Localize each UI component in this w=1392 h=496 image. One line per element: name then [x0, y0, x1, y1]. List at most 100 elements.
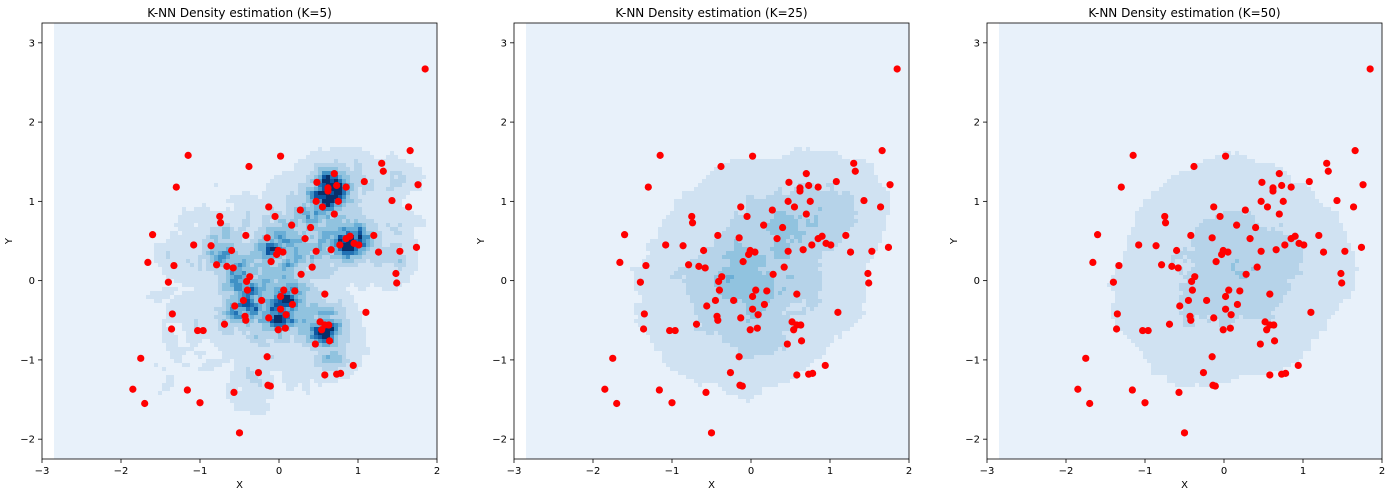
data-point	[239, 296, 248, 305]
data-point	[243, 277, 251, 286]
data-point	[1161, 212, 1169, 221]
x-tick-label: 0	[1221, 466, 1227, 477]
data-point	[1359, 181, 1367, 189]
data-point	[688, 212, 696, 221]
data-point	[717, 162, 725, 171]
data-point	[1152, 242, 1160, 250]
data-point	[307, 223, 315, 232]
data-point	[779, 223, 787, 232]
data-point	[893, 65, 901, 73]
data-point	[1161, 219, 1170, 227]
data-point	[886, 181, 894, 189]
data-point	[1221, 305, 1230, 313]
y-axis-label: Y	[949, 237, 960, 245]
data-point	[1258, 178, 1266, 186]
y-tick-label: 0	[501, 276, 507, 287]
y-tick-label: 2	[974, 118, 980, 129]
data-point	[242, 316, 250, 324]
data-point	[763, 287, 771, 295]
y-tick-label: −2	[20, 435, 35, 446]
data-point	[229, 264, 237, 272]
data-point	[242, 231, 250, 240]
data-point	[802, 170, 810, 178]
data-point	[743, 212, 751, 221]
data-point	[601, 385, 609, 393]
data-point	[194, 326, 202, 335]
data-point	[362, 308, 370, 316]
data-point	[271, 212, 279, 221]
data-point	[1257, 247, 1265, 255]
data-point	[1221, 152, 1230, 160]
data-point	[702, 388, 710, 397]
axes-frame	[41, 22, 438, 460]
data-point	[735, 234, 743, 242]
data-point	[851, 167, 859, 175]
data-point	[1319, 248, 1328, 256]
data-point	[878, 147, 886, 155]
data-point	[1180, 429, 1189, 437]
data-point	[1168, 262, 1176, 270]
data-point	[797, 321, 805, 329]
data-point	[245, 162, 253, 171]
data-point	[280, 286, 288, 294]
y-tick-label: 1	[29, 197, 35, 208]
data-point	[754, 311, 762, 319]
data-point	[793, 290, 801, 298]
data-point	[190, 241, 198, 249]
data-point	[768, 206, 776, 214]
data-point	[1341, 247, 1349, 255]
data-point	[333, 370, 341, 378]
data-point	[703, 302, 711, 310]
data-point	[834, 308, 842, 316]
x-tick-label: −2	[114, 466, 129, 477]
data-point	[333, 181, 341, 190]
data-point	[374, 248, 383, 256]
data-point	[802, 210, 810, 218]
data-point	[726, 368, 735, 377]
x-tick-label: −3	[507, 466, 522, 477]
data-point	[1187, 231, 1195, 240]
data-point	[1278, 370, 1286, 378]
data-point	[196, 399, 204, 407]
data-point	[1253, 263, 1261, 271]
data-point	[1269, 187, 1277, 195]
data-point	[231, 302, 239, 310]
data-point	[1208, 234, 1216, 242]
data-point	[864, 269, 872, 278]
x-tick-label: 1	[827, 466, 833, 477]
data-point	[1210, 314, 1218, 322]
data-point	[350, 239, 358, 247]
data-point	[388, 196, 396, 205]
data-point	[168, 310, 176, 318]
data-point	[814, 235, 822, 243]
data-point	[797, 337, 806, 345]
x-tick-label: 1	[1300, 466, 1306, 477]
data-point	[1199, 368, 1208, 377]
y-tick-label: −2	[492, 435, 507, 446]
data-point	[216, 212, 224, 221]
data-point	[1221, 292, 1230, 301]
data-point	[137, 354, 145, 362]
chart-title: K-NN Density estimation (K=50)	[1088, 6, 1280, 20]
y-tick-label: 1	[974, 197, 980, 208]
data-point	[1184, 296, 1193, 305]
axes-frame	[513, 22, 910, 460]
data-point	[324, 187, 332, 195]
data-point	[393, 279, 401, 287]
data-point	[609, 354, 617, 362]
data-point	[263, 234, 271, 242]
data-point	[1089, 258, 1097, 267]
chart-title: K-NN Density estimation (K=5)	[147, 6, 332, 20]
data-point	[1287, 235, 1295, 243]
data-point	[1212, 258, 1220, 266]
data-point	[793, 371, 801, 379]
data-point	[1233, 300, 1242, 309]
data-point	[301, 235, 309, 243]
data-point	[312, 247, 320, 255]
data-point	[1324, 167, 1332, 175]
y-tick-label: −1	[965, 355, 980, 366]
data-point	[748, 292, 757, 301]
x-axis-label: X	[1181, 480, 1188, 491]
data-point	[406, 147, 414, 155]
data-point	[711, 296, 720, 305]
